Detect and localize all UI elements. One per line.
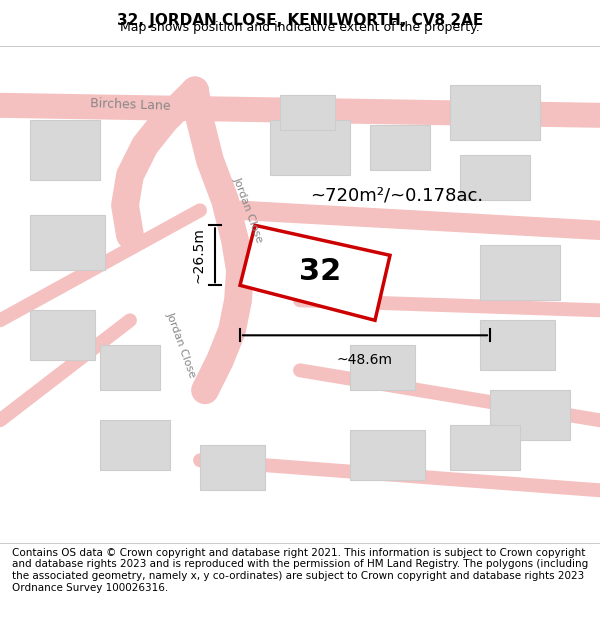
Text: Jordan Close: Jordan Close <box>232 176 265 244</box>
Polygon shape <box>240 225 390 320</box>
Text: Birches Lane: Birches Lane <box>90 98 171 113</box>
Text: ~720m²/~0.178ac.: ~720m²/~0.178ac. <box>310 186 483 204</box>
Text: ~48.6m: ~48.6m <box>337 353 393 367</box>
Bar <box>270 120 350 175</box>
Text: 32: 32 <box>299 257 341 286</box>
Bar <box>30 120 100 180</box>
Bar <box>350 345 415 390</box>
Bar <box>480 245 560 300</box>
Text: Map shows position and indicative extent of the property.: Map shows position and indicative extent… <box>120 21 480 34</box>
Bar <box>280 95 335 130</box>
Bar <box>350 430 425 480</box>
Bar <box>450 425 520 470</box>
Bar <box>100 345 160 390</box>
Bar <box>450 85 540 140</box>
Text: Contains OS data © Crown copyright and database right 2021. This information is : Contains OS data © Crown copyright and d… <box>12 548 588 592</box>
Bar <box>30 310 95 360</box>
Bar <box>460 155 530 200</box>
Bar <box>370 125 430 170</box>
Text: 32, JORDAN CLOSE, KENILWORTH, CV8 2AE: 32, JORDAN CLOSE, KENILWORTH, CV8 2AE <box>117 13 483 28</box>
Text: Jordan Close: Jordan Close <box>165 311 198 379</box>
Bar <box>100 420 170 470</box>
Bar <box>480 320 555 370</box>
Text: ~26.5m: ~26.5m <box>191 228 205 283</box>
Bar <box>30 215 105 270</box>
Bar <box>490 390 570 440</box>
Bar <box>200 445 265 490</box>
